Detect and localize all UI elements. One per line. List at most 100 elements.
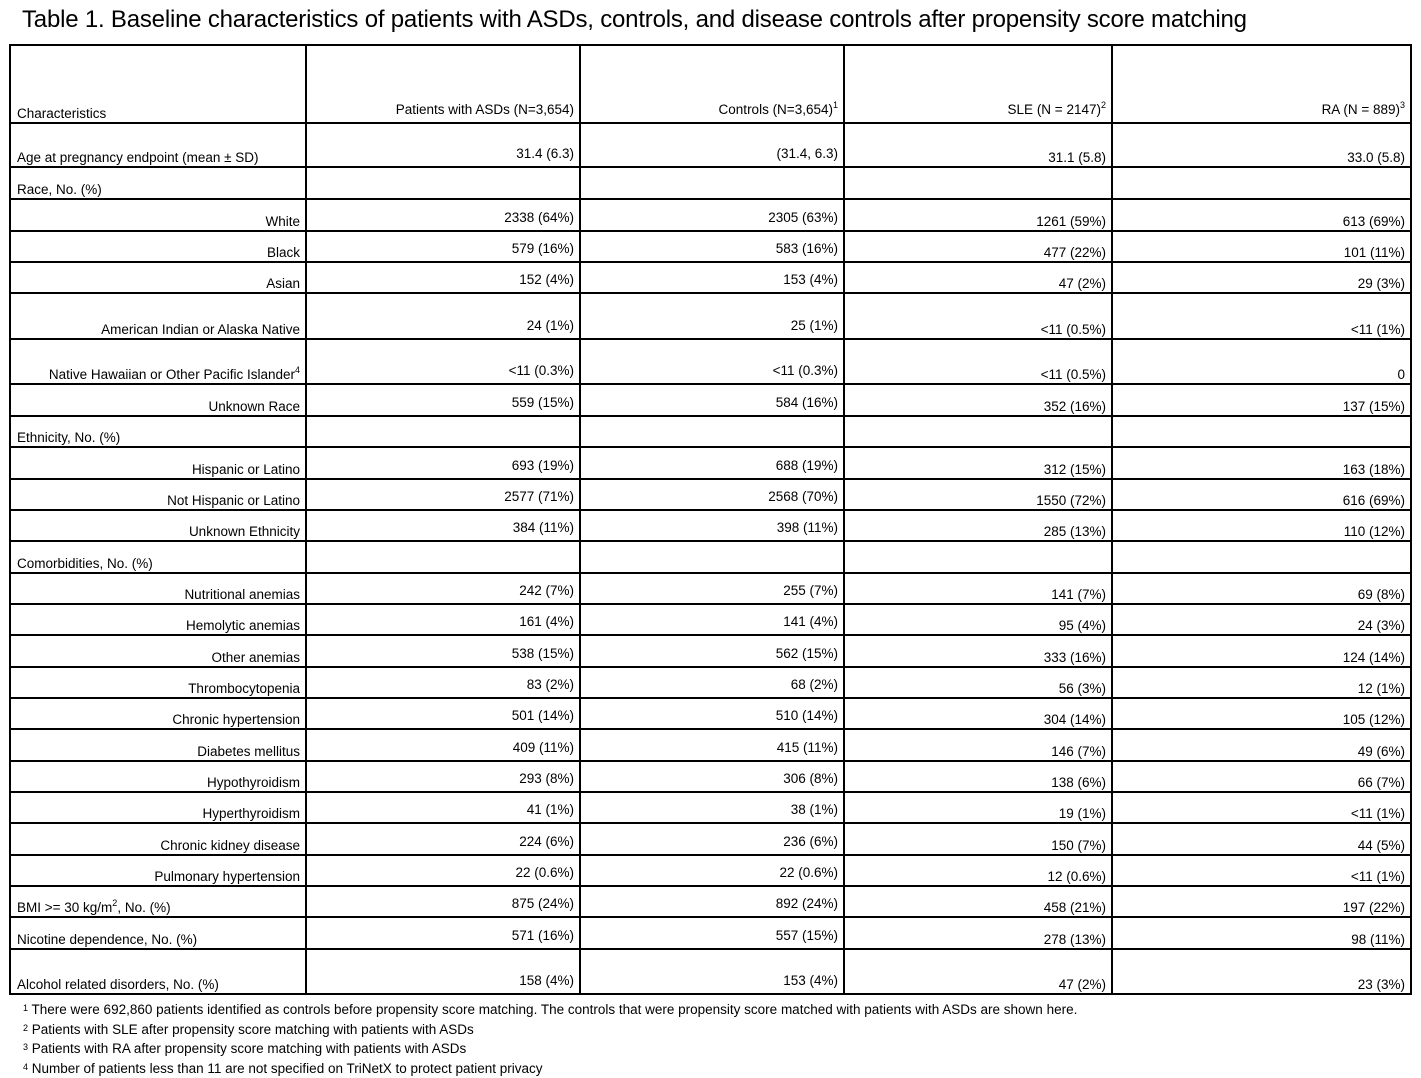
row-label: Thrombocytopenia — [10, 667, 306, 698]
row-label-text: Other anemias — [211, 650, 300, 665]
footnote-text: Number of patients less than 11 are not … — [32, 1061, 543, 1076]
value-cell: <11 (1%) — [1112, 293, 1411, 339]
row-label: Hemolytic anemias — [10, 604, 306, 635]
value-cell: <11 (0.5%) — [844, 339, 1112, 384]
value-cell: 138 (6%) — [844, 761, 1112, 792]
footnote-marker: 2 — [23, 1023, 28, 1033]
row-label-text: Black — [267, 245, 300, 260]
column-header: Patients with ASDs (N=3,654) — [306, 45, 580, 123]
value-cell: 105 (12%) — [1112, 698, 1411, 729]
row-label-text: Pulmonary hypertension — [154, 869, 300, 884]
column-header-label: RA (N = 889) — [1322, 102, 1400, 117]
table-row: Alcohol related disorders, No. (%) 158 (4… — [10, 949, 1411, 994]
table-row: Ethnicity, No. (%) — [10, 416, 1411, 447]
row-label-text: Native Hawaiian or Other Pacific Islande… — [49, 367, 295, 382]
column-header: Controls (N=3,654)1 — [580, 45, 844, 123]
row-label-text: Unknown Ethnicity — [189, 524, 300, 539]
table-row: Comorbidities, No. (%) — [10, 541, 1411, 573]
row-label-text: Comorbidities, No. (%) — [17, 556, 153, 571]
value-cell — [306, 541, 580, 573]
value-cell: 538 (15%) — [306, 635, 580, 667]
footnote-text: Patients with SLE after propensity score… — [32, 1022, 474, 1037]
value-cell: 163 (18%) — [1112, 447, 1411, 479]
row-label: Other anemias — [10, 635, 306, 667]
row-label: Nicotine dependence, No. (%) — [10, 917, 306, 949]
value-cell: 559 (15%) — [306, 384, 580, 416]
row-label: Asian — [10, 262, 306, 293]
value-cell: 31.4 (6.3) — [306, 123, 580, 167]
value-cell: <11 (1%) — [1112, 855, 1411, 886]
value-cell: 150 (7%) — [844, 823, 1112, 855]
row-label: Unknown Ethnicity — [10, 510, 306, 541]
row-label-text: Not Hispanic or Latino — [167, 493, 300, 508]
row-label: Alcohol related disorders, No. (%) — [10, 949, 306, 994]
row-label: Age at pregnancy endpoint (mean ± SD) — [10, 123, 306, 167]
value-cell: 415 (11%) — [580, 729, 844, 761]
value-cell: 398 (11%) — [580, 510, 844, 541]
row-label-suffix: , No. (%) — [117, 900, 170, 915]
row-label: Diabetes mellitus — [10, 729, 306, 761]
row-label: Hispanic or Latino — [10, 447, 306, 479]
value-cell: 312 (15%) — [844, 447, 1112, 479]
footnotes: 1 There were 692,860 patients identified… — [23, 1000, 1077, 1078]
row-label: Pulmonary hypertension — [10, 855, 306, 886]
row-label-text: BMI >= 30 kg/m — [17, 900, 112, 915]
value-cell: 68 (2%) — [580, 667, 844, 698]
value-cell: 158 (4%) — [306, 949, 580, 994]
row-label-text: Age at pregnancy endpoint (mean ± SD) — [17, 150, 259, 165]
table-row: Native Hawaiian or Other Pacific Islande… — [10, 339, 1411, 384]
value-cell: (31.4, 6.3) — [580, 123, 844, 167]
row-label: Ethnicity, No. (%) — [10, 416, 306, 447]
row-label-text: Ethnicity, No. (%) — [17, 430, 120, 445]
value-cell: 693 (19%) — [306, 447, 580, 479]
footnote: 3 Patients with RA after propensity scor… — [23, 1039, 1077, 1059]
value-cell — [1112, 416, 1411, 447]
value-cell — [580, 541, 844, 573]
row-label: Hyperthyroidism — [10, 792, 306, 823]
table-row: BMI >= 30 kg/m2, No. (%)875 (24%)892 (24… — [10, 886, 1411, 917]
column-header-label: SLE (N = 2147) — [1008, 102, 1101, 117]
column-header: SLE (N = 2147)2 — [844, 45, 1112, 123]
row-label-text: Chronic hypertension — [172, 712, 300, 727]
row-label: BMI >= 30 kg/m2, No. (%) — [10, 886, 306, 917]
value-cell: 352 (16%) — [844, 384, 1112, 416]
value-cell: <11 (0.3%) — [306, 339, 580, 384]
value-cell: 583 (16%) — [580, 231, 844, 262]
value-cell: 152 (4%) — [306, 262, 580, 293]
value-cell: 579 (16%) — [306, 231, 580, 262]
value-cell: 124 (14%) — [1112, 635, 1411, 667]
row-label: Chronic kidney disease — [10, 823, 306, 855]
row-label: Nutritional anemias — [10, 573, 306, 604]
value-cell — [580, 416, 844, 447]
value-cell: 31.1 (5.8) — [844, 123, 1112, 167]
value-cell: 333 (16%) — [844, 635, 1112, 667]
value-cell: <11 (0.5%) — [844, 293, 1112, 339]
value-cell: 409 (11%) — [306, 729, 580, 761]
footnote-text: There were 692,860 patients identified a… — [32, 1002, 1078, 1017]
row-label: Race, No. (%) — [10, 167, 306, 199]
table-title: Table 1. Baseline characteristics of pat… — [22, 6, 1247, 34]
row-label-text: Hemolytic anemias — [186, 618, 300, 633]
value-cell: 12 (0.6%) — [844, 855, 1112, 886]
footnote-marker: 1 — [23, 1003, 28, 1013]
value-cell: 571 (16%) — [306, 917, 580, 949]
value-cell: 110 (12%) — [1112, 510, 1411, 541]
value-cell: 12 (1%) — [1112, 667, 1411, 698]
value-cell: 2338 (64%) — [306, 199, 580, 231]
value-cell: 501 (14%) — [306, 698, 580, 729]
value-cell: 56 (3%) — [844, 667, 1112, 698]
row-label: White — [10, 199, 306, 231]
footnote-marker: 3 — [1400, 100, 1405, 110]
value-cell: 562 (15%) — [580, 635, 844, 667]
row-label: Black — [10, 231, 306, 262]
value-cell: 23 (3%) — [1112, 949, 1411, 994]
value-cell: 153 (4%) — [580, 949, 844, 994]
value-cell: 616 (69%) — [1112, 479, 1411, 510]
value-cell: 255 (7%) — [580, 573, 844, 604]
value-cell: 557 (15%) — [580, 917, 844, 949]
value-cell: 278 (13%) — [844, 917, 1112, 949]
row-label-text: Alcohol related disorders, No. (%) — [17, 977, 219, 992]
